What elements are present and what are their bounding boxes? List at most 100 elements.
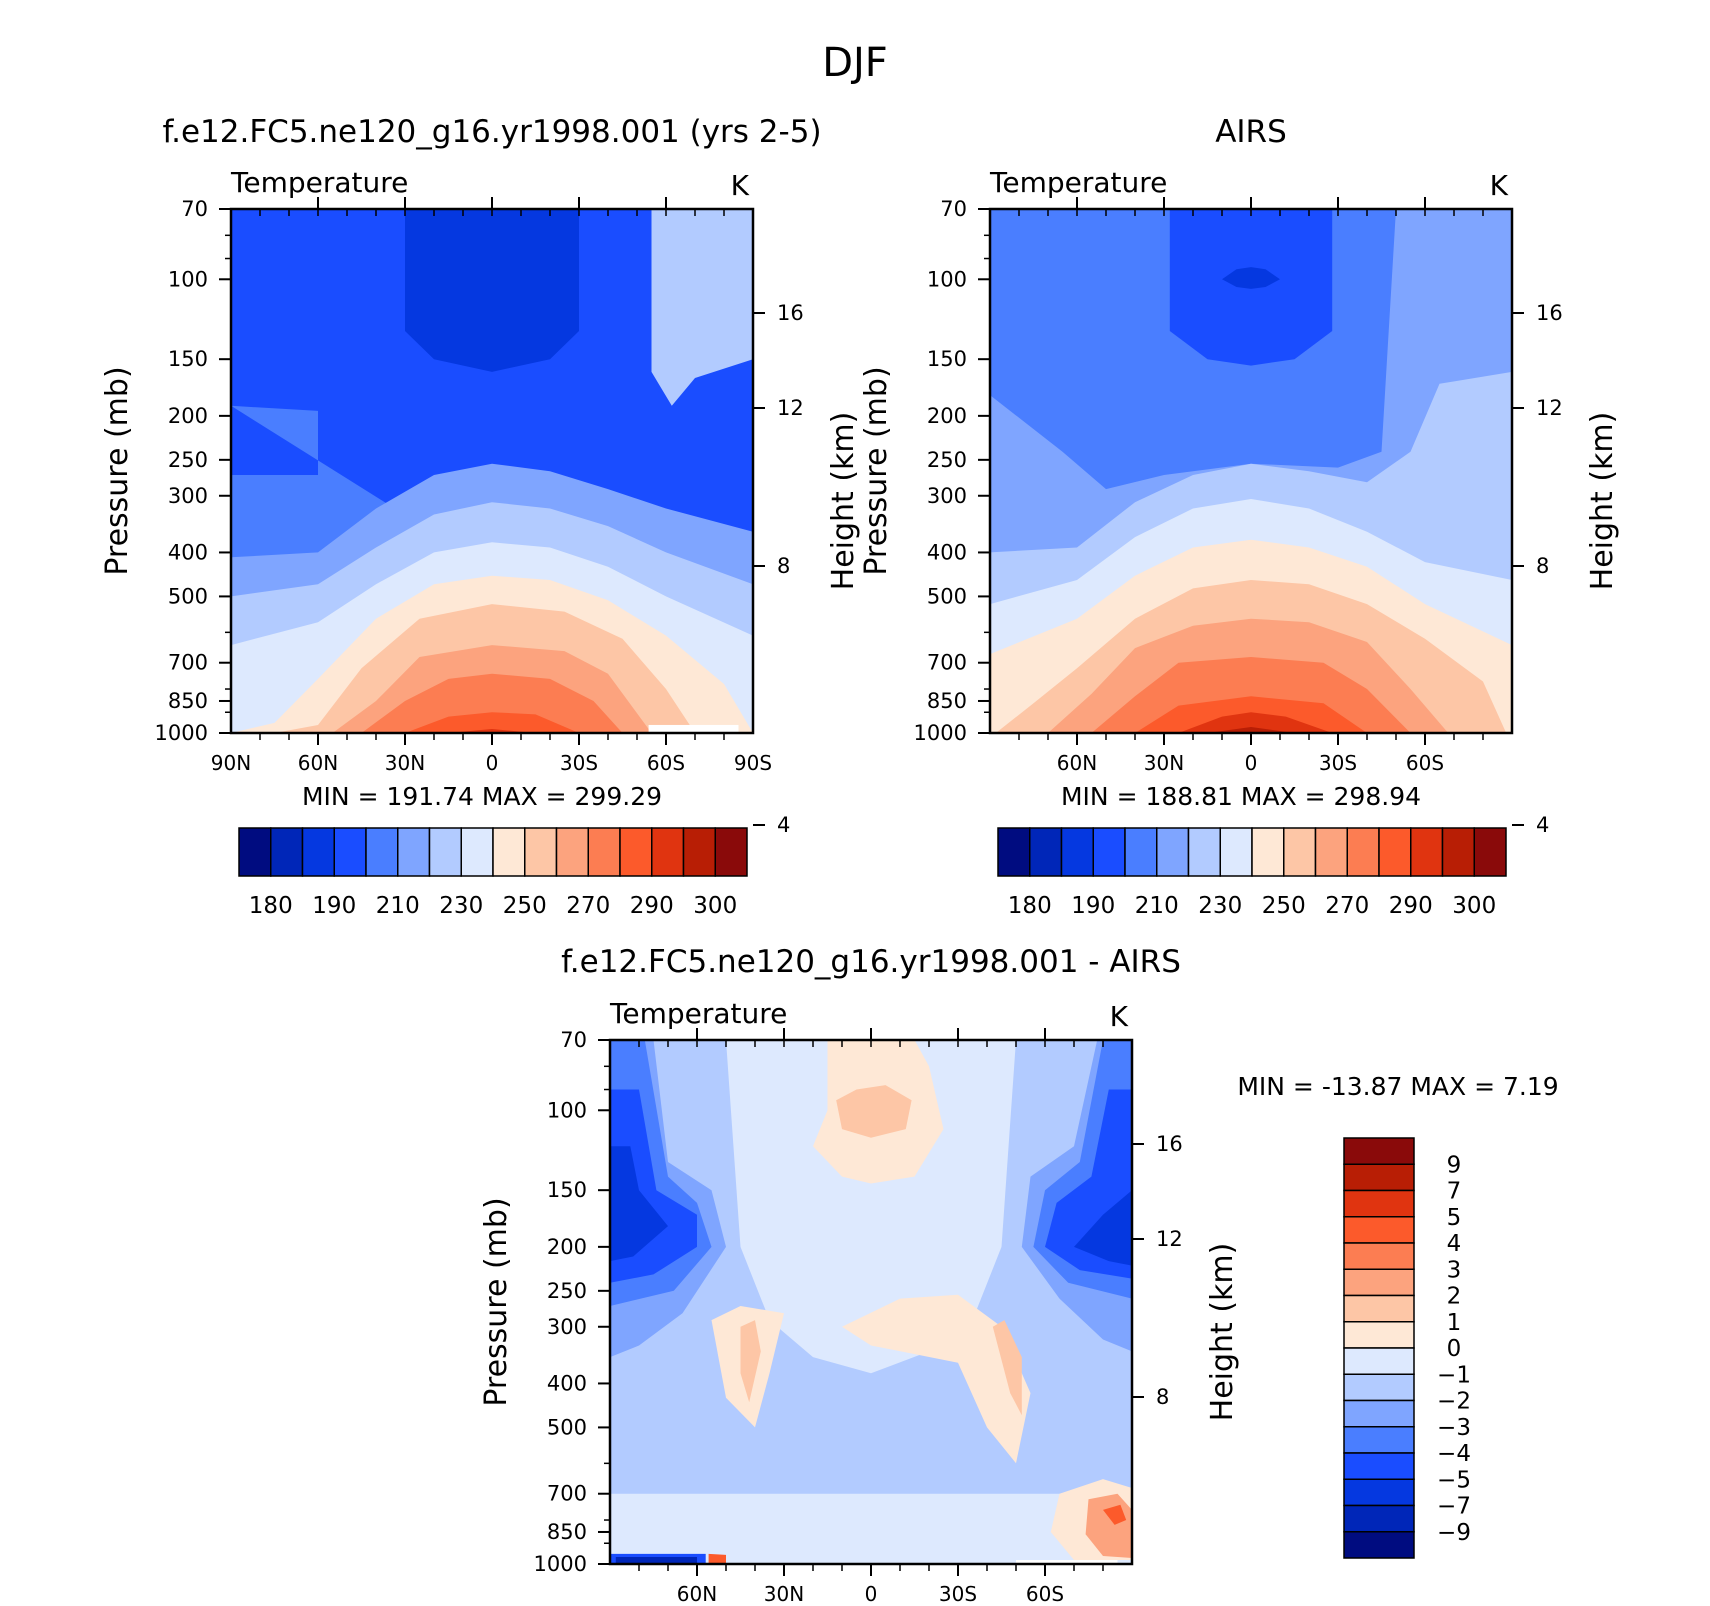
colorbar-swatch [1343,1452,1415,1480]
y-tick-label: 150 [927,347,967,371]
colorbar-swatch [1343,1399,1415,1428]
colorbar-swatch [1343,1268,1415,1297]
colorbar-label: 2 [1447,1284,1462,1310]
y2-axis-label: Height (km) [1205,1243,1240,1422]
y-tick-label: 700 [547,1482,587,1506]
colorbar-label: 230 [1198,893,1242,919]
min-max-stats: MIN = 191.74 MAX = 299.29 [302,782,662,811]
colorbar-label: 290 [1389,893,1433,919]
colorbar-swatch [1346,827,1380,877]
y-tick-label: 250 [168,448,208,472]
y2-axis-label: Height (km) [826,412,861,591]
colorbar-label: −3 [1437,1415,1471,1441]
min-max-stats: MIN = 188.81 MAX = 298.94 [1061,782,1421,811]
figure-title: DJF [822,40,888,86]
colorbar-swatch [460,827,494,877]
y-tick-label: 200 [927,404,967,428]
y-tick-label: 700 [927,651,967,675]
y-tick-label: 300 [547,1315,587,1339]
colorbar-swatch [1343,1242,1415,1270]
colorbar-swatch [1343,1347,1415,1375]
colorbar-label: 7 [1447,1179,1462,1205]
y-tick-label: 1000 [155,721,208,745]
x-tick-label: 60N [298,751,338,775]
colorbar-swatch [1343,1163,1415,1192]
y-tick-label: 150 [168,347,208,371]
y-tick-label: 400 [547,1371,587,1395]
colorbar-label: 300 [693,893,737,919]
colorbar-swatch [365,827,399,877]
colorbar-label: 190 [1071,893,1115,919]
colorbar-swatch [1029,827,1063,877]
x-tick-label: 60S [1026,1582,1064,1606]
colorbar-label: 250 [1262,893,1306,919]
y2-tick-label: 16 [1156,1132,1183,1156]
plot-area [231,209,753,733]
x-tick-label: 30N [385,751,425,775]
colorbar-swatch [1343,1189,1415,1218]
plot-area [990,209,1512,733]
colorbar-label: −5 [1437,1467,1471,1493]
x-tick-label: 0 [486,751,499,775]
colorbar-swatch [238,827,272,877]
units-label: K [1490,169,1509,202]
colorbar-label: 0 [1447,1336,1462,1362]
colorbar-label: 210 [376,893,420,919]
x-tick-label: 30N [764,1582,804,1606]
y-tick-label: 100 [927,267,967,291]
colorbar-swatch [428,827,462,877]
y-tick-label: 100 [168,267,208,291]
y2-tick-label: 8 [1156,1385,1169,1409]
y-tick-label: 500 [927,584,967,608]
units-label: K [1110,1000,1129,1033]
colorbar-swatch [1343,1373,1415,1402]
colorbar-swatch [1343,1137,1415,1165]
y-tick-label: 300 [168,484,208,508]
y-tick-label: 850 [927,689,967,713]
y-axis-label: Pressure (mb) [859,366,894,575]
x-tick-label: 60S [1406,751,1444,775]
y-tick-label: 200 [547,1235,587,1259]
min-max-stats: MIN = -13.87 MAX = 7.19 [1237,1072,1558,1101]
colorbar-label: −4 [1437,1441,1471,1467]
y-tick-label: 250 [927,448,967,472]
colorbar-swatch [1092,827,1126,877]
y-tick-label: 700 [168,651,208,675]
contour-band [990,712,1512,733]
y-tick-label: 500 [547,1415,587,1439]
contour-band [231,712,753,733]
missing-data-region [648,724,739,733]
colorbar-swatch [1343,1216,1415,1244]
colorbar-swatch [1251,827,1285,877]
colorbar-swatch [1314,827,1348,877]
colorbar-label: 180 [1008,893,1052,919]
panel-subtitle: Temperature [230,166,408,199]
colorbar-swatch [1343,1531,1415,1559]
colorbar-swatch [1343,1321,1415,1349]
y-tick-label: 400 [168,540,208,564]
colorbar-label: −2 [1437,1389,1471,1415]
contour-region [842,1294,1031,1464]
colorbar-swatch [492,827,526,877]
contour-region [615,1557,697,1563]
colorbar-swatch [1283,827,1317,877]
plot-area [610,1040,1132,1564]
x-tick-label: 60N [677,1582,717,1606]
colorbar-swatch [1410,827,1444,877]
panel-model: f.e12.FC5.ne120_g16.yr1998.001 (yrs 2-5)… [100,114,861,919]
colorbar-label: −9 [1437,1520,1471,1546]
colorbar-swatch [714,827,748,877]
colorbar-swatch [1343,1426,1415,1454]
contour-region [1222,267,1280,289]
x-tick-label: 90N [211,751,251,775]
contour-region [610,1146,668,1262]
y2-axis-label: Height (km) [1585,412,1620,591]
colorbar-swatch [1156,827,1190,877]
colorbar-label: −1 [1437,1362,1471,1388]
x-tick-label: 30S [560,751,598,775]
colorbar-label: 5 [1447,1205,1462,1231]
y2-tick-label: 4 [1536,813,1549,837]
colorbar-swatch [1378,827,1412,877]
colorbar-swatch [555,827,589,877]
colorbar-swatch [301,827,335,877]
